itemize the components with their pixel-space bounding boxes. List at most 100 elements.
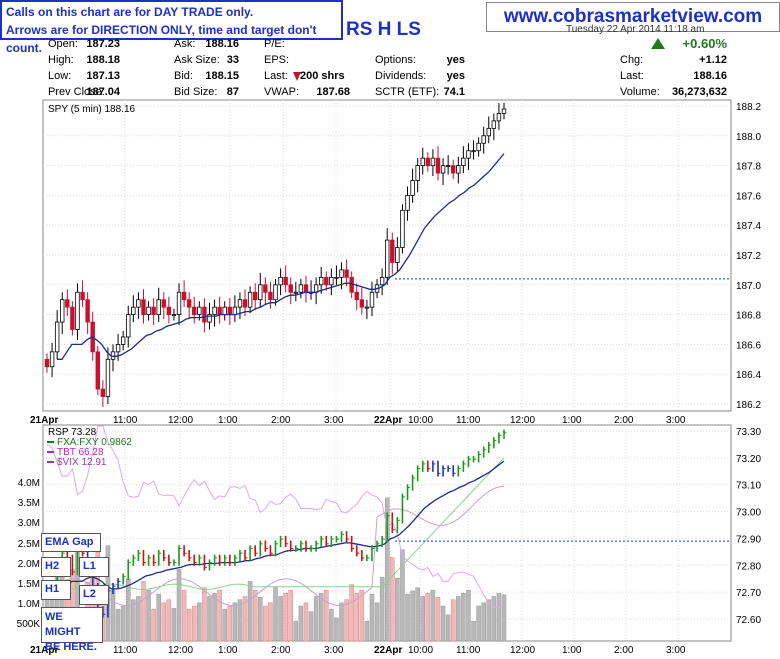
volume-bar [232, 602, 238, 642]
l2-box: L2 [79, 585, 109, 605]
h1-box: H1 [41, 580, 71, 600]
indicator-y-tick: 73.30 [736, 427, 761, 438]
candle-body [65, 299, 70, 308]
last-price-value: 188.16 [693, 70, 727, 82]
volume-bar [425, 593, 431, 642]
volume-bar [395, 577, 400, 642]
candle-body [445, 165, 451, 168]
candle-body [105, 358, 111, 397]
volume-bar [354, 593, 359, 642]
candle-body [120, 336, 126, 345]
volume-bar [334, 617, 339, 642]
candle-body [49, 351, 55, 368]
up-arrow-icon [651, 38, 665, 49]
candle-body [410, 180, 415, 196]
indicator-x-tick: 3:00 [666, 645, 686, 656]
indicator-y-tick: 72.60 [736, 615, 761, 626]
price-x-tick: 11:00 [113, 415, 138, 426]
candle-body [451, 165, 456, 174]
volume-bar [374, 602, 380, 642]
indicator-x-tick: 10:00 [408, 645, 433, 656]
candle-body [293, 291, 299, 294]
candle-body [420, 157, 425, 166]
volume-bar [496, 593, 502, 642]
bid-value: 188.15 [205, 70, 239, 82]
volume-bar [501, 594, 507, 642]
price-y-tick: 187.6 [736, 191, 761, 202]
candle-body [227, 306, 232, 315]
price-y-tick: 186.6 [736, 340, 761, 351]
candle-body [298, 284, 304, 293]
indicator-x-tick: 1:00 [562, 645, 582, 656]
pe-label: P/E: [264, 38, 285, 50]
h2-box: H2 [41, 557, 71, 577]
we-might-be-here-box: WE MIGHT BE HERE. [41, 607, 103, 653]
volume-y-tick: 3.0M [18, 518, 40, 529]
volume-bar [324, 589, 329, 642]
volume-bar [410, 590, 415, 642]
notice-line-2: Arrows are for DIRECTION ONLY, time and … [6, 23, 317, 55]
price-x-tick: 21Apr [30, 415, 58, 426]
volume-bar [379, 577, 385, 642]
candlestick-series [44, 103, 507, 407]
price-y-axis: 188.2 188.0 187.8 187.6 187.4 187.2 187.0 186.8… [736, 102, 761, 411]
volume-bar [445, 614, 451, 642]
bid-label: Bid: [174, 70, 193, 82]
candle-body [126, 314, 131, 338]
vwap-label: VWAP: [264, 86, 300, 98]
volume-y-tick: 1.5M [18, 579, 40, 590]
eps-label: EPS: [264, 54, 290, 66]
price-y-tick: 188.2 [736, 102, 761, 113]
price-x-tick: 3:00 [324, 415, 344, 426]
price-y-tick: 187.0 [736, 281, 761, 292]
volume-bar [344, 599, 349, 642]
might-line-2: BE HERE. [45, 641, 97, 653]
site-url[interactable]: www.cobrasmarketview.com [486, 2, 780, 32]
candle-body [197, 306, 202, 315]
candle-body [435, 157, 441, 174]
candle-body [303, 284, 309, 293]
price-x-tick: 12:00 [168, 415, 193, 426]
indicator-x-tick: 12:00 [510, 645, 535, 656]
price-x-tick: 2:00 [271, 415, 291, 426]
price-y-tick: 186.2 [736, 400, 761, 411]
indicator-y-tick: 73.20 [736, 454, 761, 465]
candle-body [202, 306, 207, 323]
volume-bar [288, 589, 293, 642]
volume-bar [466, 589, 471, 642]
volume-bar [293, 620, 299, 642]
legend-rsp: RSP 73.28 [48, 427, 97, 438]
volume-bar [491, 596, 497, 642]
price-x-tick: 3:00 [666, 415, 686, 426]
volume-y-axis-left: 4.0M 3.5M 3.0M 2.5M 2.0M 1.5M 1.0M 500K [17, 478, 41, 630]
candle-body [80, 291, 85, 301]
price-y-tick: 188.0 [736, 132, 761, 143]
volume-label: Volume: [620, 86, 660, 98]
tbt-line [46, 485, 505, 607]
volume-bar [369, 593, 375, 642]
candle-body [100, 388, 106, 397]
volume-bar [186, 608, 192, 642]
volume-bar [222, 608, 227, 642]
candle-body [181, 291, 187, 301]
volume-y-tick: 500K [17, 619, 41, 630]
volume-bar [329, 608, 334, 642]
low-label: Low: [48, 70, 72, 82]
volume-bar [303, 602, 309, 642]
candle-body [329, 276, 334, 286]
volume-bar [237, 599, 243, 642]
candle-body [54, 321, 60, 353]
volume-bar [171, 608, 177, 642]
candle-body [207, 314, 212, 323]
candle-body [288, 284, 293, 293]
candle-body [486, 127, 491, 137]
candle-body [258, 284, 263, 301]
volume-bar [141, 581, 146, 642]
legend-vix: $VIX 12.91 [57, 457, 107, 468]
candle-body [481, 135, 486, 144]
candle-body [212, 306, 217, 315]
indicator-x-tick: 2:00 [271, 645, 291, 656]
candle-body [456, 165, 461, 174]
ema-line [57, 153, 505, 360]
open-label: Open: [48, 38, 78, 50]
